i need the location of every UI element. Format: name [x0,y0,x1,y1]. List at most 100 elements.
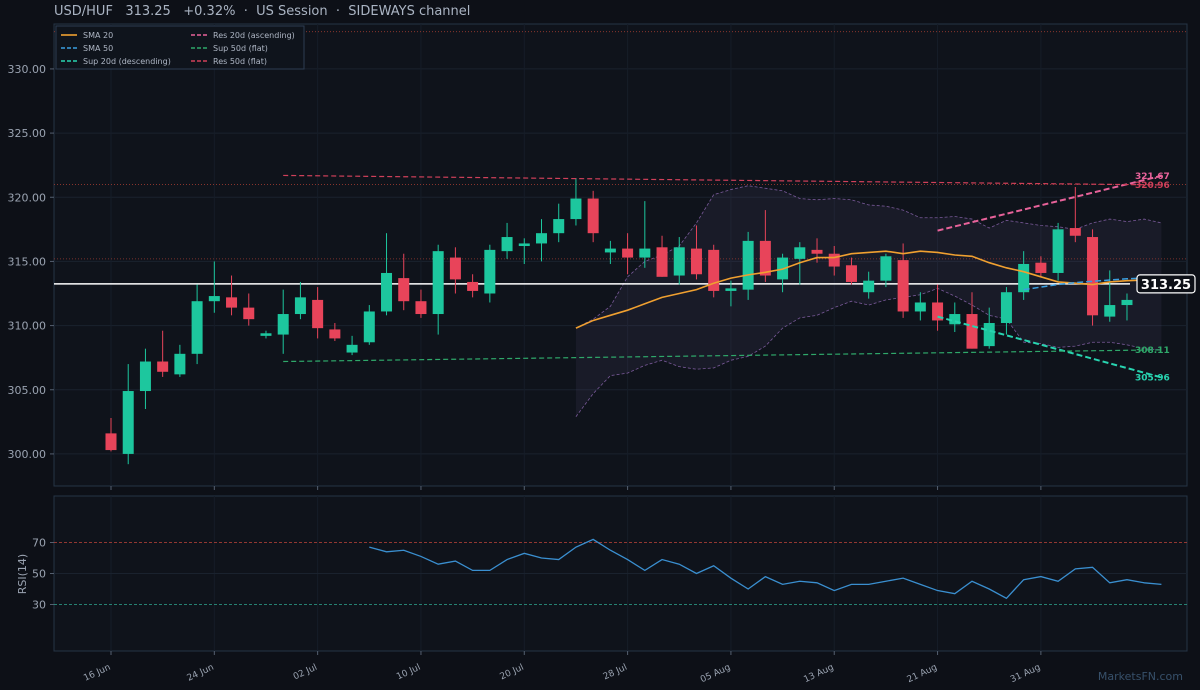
candle-body [845,265,857,282]
candle-body [570,198,582,220]
y-tick-label: 305.00 [8,384,47,397]
candle-body [208,296,220,302]
x-tick-label: 13 Aug [802,663,835,686]
candle-body [708,249,720,291]
candle-body [1052,229,1064,273]
level-label: 305.96 [1135,373,1170,383]
rsi-axis-label: RSI(14) [16,554,29,594]
x-tick-label: 02 Jul [292,663,319,683]
candle-body [759,240,771,276]
indicator-lines [575,250,1162,329]
rsi-y-tick-label: 70 [32,537,46,550]
channel-label: SIDEWAYS channel [348,4,471,19]
candle-body [949,314,961,325]
candle-body [449,257,461,280]
candle-body [897,260,909,312]
res50-trendline [283,174,1162,186]
candle-body [1000,292,1012,324]
sup20-trendline [937,315,1162,379]
sma50-line [1023,276,1162,291]
rsi-y-tick-label: 30 [32,599,46,612]
candle-body [432,251,444,315]
sma20-line [575,250,1162,329]
rsi-y-tick-label: 50 [32,568,46,581]
candle-body [1018,263,1030,293]
candle-body [828,253,840,267]
y-tick-label: 310.00 [8,320,47,333]
session-label: US Session [256,4,328,19]
candle-body [863,280,875,293]
candle-body [725,288,737,291]
candle-body [484,249,496,294]
chart-header: USD/HUF 313.25 +0.32% · US Session · SID… [54,4,471,19]
candle-body [914,302,926,312]
level-label: 321.67 [1135,172,1170,182]
candle-body [381,272,393,312]
candle-body [932,302,944,321]
x-tick-label: 20 Jul [499,663,526,683]
legend-label: Res 20d (ascending) [213,31,295,40]
watermark: MarketsFN.com [1098,670,1183,683]
candle-body [329,329,341,339]
level-label: 320.96 [1135,181,1170,191]
candle-body [811,249,823,254]
candle-body [312,299,324,329]
last-price-label: 313.25 [1141,278,1191,293]
price-axis: 300.00 305.00 310.00 315.00 320.00 325.00 330.… [8,63,54,461]
price-panel [53,23,1188,487]
legend-label: SMA 20 [83,31,113,40]
candle-body [501,237,513,252]
bollinger-lower [575,287,1162,417]
level-label: 308.11 [1135,346,1170,356]
candle-body [622,248,634,258]
candle-body [587,198,599,234]
candle-body [604,248,616,253]
candle-body [122,391,134,454]
candle-body [518,243,530,247]
candle-body [277,314,289,335]
x-tick-label: 16 Jun [82,663,112,684]
y-tick-label: 315.00 [8,255,47,268]
candle-body [363,311,375,343]
candle-body [966,314,978,349]
x-tick-label: 21 Aug [906,663,939,686]
trendlines [283,174,1162,379]
bollinger-upper [575,185,1162,329]
y-tick-label: 325.00 [8,127,47,140]
grid-lines [54,24,1187,651]
candle-body [415,301,427,315]
candle-body [294,297,306,315]
x-tick-label: 24 Jun [186,663,216,684]
candle-body [157,361,169,372]
candle-body [639,248,651,258]
y-tick-label: 320.00 [8,191,47,204]
legend: SMA 20 SMA 50 Sup 20d (descending) Res 20d … [55,25,305,70]
candle-body [398,278,410,302]
sup50-trendline [283,349,1162,363]
candle-body [656,247,668,277]
rsi-line [369,538,1162,600]
bollinger-bands [575,185,1162,417]
x-tick-label: 31 Aug [1009,663,1042,686]
x-tick-label: 10 Jul [395,663,422,683]
candle-body [1104,305,1116,317]
candle-body [260,333,272,336]
x-tick-label: 28 Jul [602,663,629,683]
candle-body [1035,262,1047,273]
candle-body [226,297,238,308]
legend-label: Sup 50d (flat) [213,44,268,53]
bollinger-fill [575,185,1162,417]
candle-body [105,433,117,451]
candle-body [174,353,186,375]
legend-label: Sup 20d (descending) [83,57,171,66]
legend-box [55,25,305,70]
candle-body [673,247,685,276]
candle-body [880,256,892,281]
candle-body [1121,299,1133,306]
candle-body [536,233,547,244]
candle-body [690,248,702,275]
candle-body [139,361,151,392]
